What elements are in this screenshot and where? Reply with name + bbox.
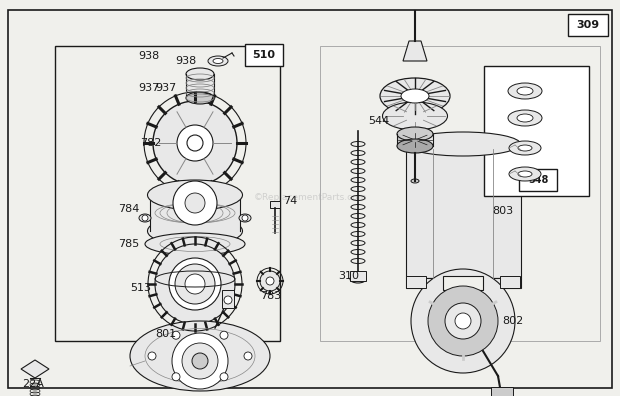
Bar: [55, 46, 280, 341]
Ellipse shape: [350, 275, 366, 283]
Ellipse shape: [508, 83, 542, 99]
Ellipse shape: [405, 132, 521, 156]
Text: 544: 544: [368, 116, 389, 126]
Text: 783: 783: [260, 291, 281, 301]
Bar: [270, 201, 280, 208]
Ellipse shape: [145, 233, 245, 255]
Circle shape: [260, 271, 280, 291]
Text: 938: 938: [138, 51, 159, 61]
Circle shape: [220, 331, 228, 339]
Bar: [186, 74, 214, 98]
Ellipse shape: [148, 180, 242, 210]
Text: 785: 785: [118, 239, 140, 249]
Circle shape: [445, 303, 481, 339]
Ellipse shape: [130, 321, 270, 391]
Ellipse shape: [139, 214, 151, 222]
Circle shape: [173, 181, 217, 225]
Bar: [150, 195, 240, 231]
Text: 802: 802: [502, 316, 523, 326]
Text: 782: 782: [140, 138, 161, 148]
Bar: [350, 271, 366, 281]
Text: 937: 937: [155, 83, 176, 93]
Circle shape: [177, 125, 213, 161]
Bar: [320, 46, 600, 341]
Bar: [406, 278, 521, 288]
Ellipse shape: [401, 89, 429, 103]
Ellipse shape: [518, 145, 532, 151]
Ellipse shape: [186, 68, 214, 80]
Circle shape: [169, 258, 221, 310]
Text: 22A: 22A: [22, 379, 44, 389]
Text: 513: 513: [130, 283, 151, 293]
Ellipse shape: [380, 78, 450, 114]
Bar: [519, 169, 557, 191]
Ellipse shape: [411, 179, 419, 183]
Polygon shape: [21, 360, 49, 378]
Text: 548: 548: [528, 175, 548, 185]
Ellipse shape: [397, 127, 433, 141]
Circle shape: [182, 343, 218, 379]
Circle shape: [172, 373, 180, 381]
Bar: [500, 276, 520, 288]
Text: 938: 938: [175, 56, 197, 66]
Text: 309: 309: [577, 20, 600, 30]
Text: 803: 803: [492, 206, 513, 216]
Circle shape: [266, 277, 274, 285]
Circle shape: [172, 331, 180, 339]
Circle shape: [175, 264, 215, 304]
Circle shape: [242, 215, 248, 221]
Bar: [406, 143, 521, 278]
Bar: [245, 44, 283, 66]
Bar: [568, 14, 608, 36]
Circle shape: [153, 101, 237, 185]
Ellipse shape: [517, 87, 533, 95]
Circle shape: [187, 135, 203, 151]
Ellipse shape: [397, 139, 433, 153]
Circle shape: [185, 193, 205, 213]
Circle shape: [192, 353, 208, 369]
Circle shape: [411, 269, 515, 373]
Circle shape: [142, 215, 148, 221]
Text: 784: 784: [118, 204, 140, 214]
Ellipse shape: [148, 216, 242, 246]
Ellipse shape: [186, 92, 214, 104]
Text: 510: 510: [252, 50, 275, 60]
Ellipse shape: [213, 59, 223, 63]
Ellipse shape: [239, 214, 251, 222]
Bar: [491, 387, 513, 396]
Circle shape: [455, 313, 471, 329]
Ellipse shape: [517, 114, 533, 122]
Circle shape: [220, 373, 228, 381]
Circle shape: [428, 286, 498, 356]
Circle shape: [224, 296, 232, 304]
Polygon shape: [403, 41, 427, 61]
Circle shape: [244, 352, 252, 360]
Bar: [397, 134, 433, 146]
Circle shape: [155, 244, 235, 324]
Circle shape: [172, 333, 228, 389]
Ellipse shape: [509, 141, 541, 155]
Bar: [484, 66, 589, 196]
Text: 937: 937: [138, 83, 159, 93]
Ellipse shape: [508, 110, 542, 126]
Text: 74: 74: [283, 196, 297, 206]
Circle shape: [148, 352, 156, 360]
Ellipse shape: [383, 102, 448, 130]
Bar: [406, 276, 426, 288]
Circle shape: [185, 274, 205, 294]
Ellipse shape: [208, 56, 228, 66]
Text: ©ReplacementParts.com: ©ReplacementParts.com: [254, 194, 366, 202]
Bar: [222, 290, 234, 308]
Text: 310: 310: [338, 271, 359, 281]
Bar: [443, 276, 483, 290]
Ellipse shape: [509, 167, 541, 181]
Ellipse shape: [518, 171, 532, 177]
Text: 801: 801: [155, 329, 176, 339]
